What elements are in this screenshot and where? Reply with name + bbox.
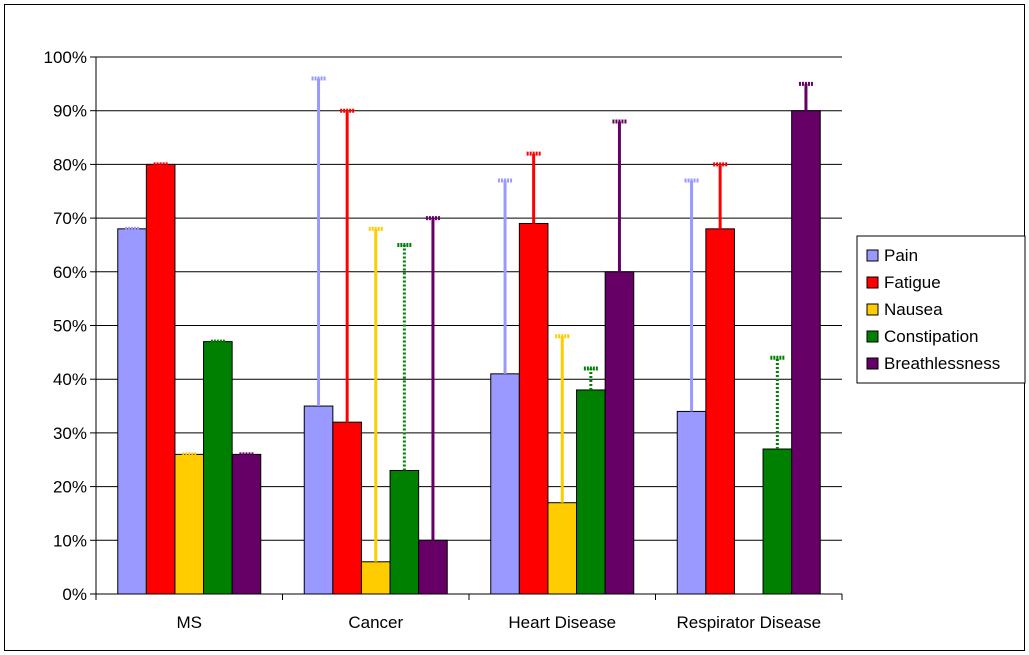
legend-swatch-pain — [866, 249, 879, 262]
y-tick-label: 90% — [53, 102, 87, 121]
bar-fatigue — [705, 228, 735, 595]
bars — [117, 110, 821, 595]
legend-box — [856, 235, 1026, 384]
y-tick-label: 50% — [53, 317, 87, 336]
legend-swatch-nausea — [866, 303, 879, 316]
y-tick-label: 70% — [53, 209, 87, 228]
bar-breathlessness — [604, 271, 635, 595]
bar-fatigue — [518, 222, 549, 595]
bar-breathlessness — [418, 539, 448, 595]
bar-pain — [676, 410, 707, 595]
y-tick-label: 20% — [53, 478, 87, 497]
y-tick-label: 30% — [53, 424, 87, 443]
error-bars — [125, 76, 813, 562]
legend-label-nausea: Nausea — [884, 300, 943, 319]
legend-label-fatigue: Fatigue — [884, 273, 941, 292]
x-tick-label: Respirator Disease — [676, 613, 821, 632]
bar-pain — [117, 228, 147, 595]
y-tick-label: 0% — [62, 585, 87, 604]
bar-breathlessness — [231, 453, 262, 595]
bar-constipation — [389, 469, 420, 595]
bar-breathlessness — [791, 110, 821, 595]
bar-fatigue — [332, 421, 362, 595]
y-tick-label: 60% — [53, 263, 87, 282]
legend-label-pain: Pain — [884, 246, 918, 265]
legend-label-breathlessness: Breathlessness — [884, 354, 1000, 373]
legend-swatch-breathlessness — [866, 357, 879, 370]
y-tick-label: 10% — [53, 531, 87, 550]
bar-constipation — [762, 448, 793, 595]
x-tick-label: Cancer — [348, 613, 403, 632]
legend-swatch-constipation — [866, 330, 879, 343]
y-axis-ticks: 0% 10% 20% 30% 40% 50% 60% 70% 80% 90% 100% — [44, 48, 96, 604]
y-tick-label: 80% — [53, 155, 87, 174]
y-tick-label: 40% — [53, 370, 87, 389]
bar-pain — [303, 405, 334, 595]
legend: Pain Fatigue Nausea Constipation Breathlessn… — [856, 235, 1026, 384]
bar-nausea — [174, 453, 205, 595]
legend-swatch-fatigue — [866, 276, 879, 289]
bar-nausea — [547, 502, 578, 595]
x-tick-label: Heart Disease — [508, 613, 616, 632]
bar-constipation — [576, 389, 606, 595]
bar-nausea — [360, 561, 391, 595]
y-tick-label: 100% — [44, 48, 87, 67]
bar-fatigue — [145, 163, 176, 595]
legend-label-constipation: Constipation — [884, 327, 979, 346]
bar-pain — [490, 373, 520, 595]
x-axis-ticks: MS Cancer Heart Disease Respirator Disease — [95, 594, 843, 632]
bar-constipation — [203, 341, 233, 595]
x-tick-label: MS — [177, 613, 203, 632]
